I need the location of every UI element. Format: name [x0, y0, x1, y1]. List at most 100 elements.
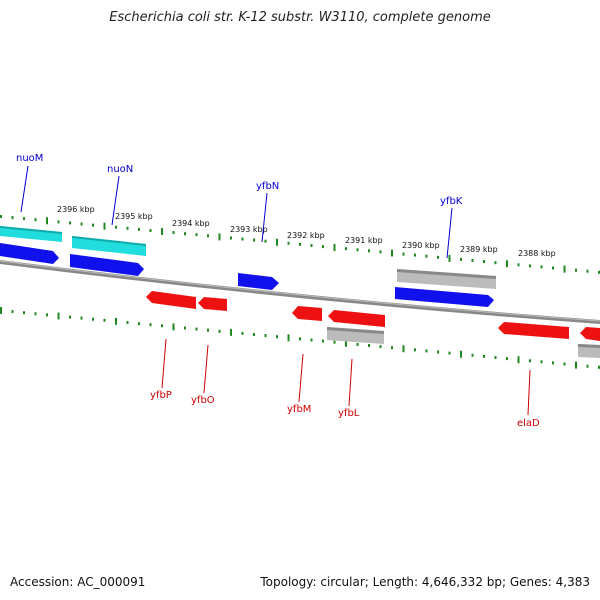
label-leader-line	[261, 192, 268, 243]
gene-feature-nuoN-cyan[interactable]	[72, 236, 146, 256]
scale-minor-tick	[138, 322, 140, 326]
scale-minor-tick	[391, 346, 393, 350]
scale-minor-tick	[414, 348, 416, 352]
scale-major-tick	[517, 356, 520, 364]
scale-minor-tick	[207, 234, 209, 238]
scale-minor-tick	[126, 321, 129, 324]
scale-minor-tick	[575, 268, 577, 272]
gene-label-yfbL[interactable]: yfbL	[338, 408, 360, 419]
scale-minor-tick	[241, 331, 244, 335]
gene-feature-elaD[interactable]	[498, 322, 569, 339]
scale-major-tick	[161, 228, 163, 235]
scale-minor-tick	[253, 333, 255, 336]
gene-label-yfbK[interactable]: yfbK	[440, 196, 463, 207]
scale-major-tick	[218, 233, 221, 241]
scale-minor-tick	[425, 254, 428, 258]
scale-minor-tick	[230, 236, 232, 240]
scale-minor-tick	[264, 334, 267, 338]
scale-major-tick	[46, 217, 48, 225]
scale-major-tick	[276, 238, 278, 246]
scale-major-tick	[448, 254, 451, 262]
scale-minor-tick	[149, 323, 152, 327]
scale-minor-tick	[540, 360, 543, 364]
scale-minor-tick	[218, 329, 221, 333]
scale-minor-tick	[69, 221, 71, 225]
gene-feature-yfbL-gray[interactable]	[327, 327, 384, 344]
scale-minor-tick	[34, 312, 37, 316]
map-title: Escherichia coli str. K-12 substr. W3110…	[109, 10, 491, 25]
scale-minor-tick	[46, 313, 48, 317]
scale-major-tick	[57, 312, 60, 320]
gene-feature-edge-gray[interactable]	[578, 344, 600, 358]
scale-minor-tick	[586, 364, 589, 368]
label-leader-line	[203, 344, 209, 394]
gene-label-nuoN[interactable]: nuoN	[107, 164, 133, 175]
gene-feature-nuoN[interactable]	[70, 254, 144, 276]
scale-major-tick	[287, 334, 290, 342]
scale-major-tick	[345, 339, 347, 347]
accession-label: Accession: AC_000091	[10, 575, 146, 589]
gene-feature-yfbP[interactable]	[146, 291, 196, 309]
gene-feature-yfbM[interactable]	[292, 306, 322, 321]
scale-minor-tick	[149, 229, 152, 232]
gene-label-yfbM[interactable]: yfbM	[287, 404, 311, 415]
scale-major-tick	[333, 244, 336, 252]
scale-tick-label: 2395 kbp	[115, 212, 153, 221]
scale-minor-tick	[253, 238, 255, 242]
scale-minor-tick	[310, 338, 313, 342]
scale-minor-tick	[195, 327, 198, 331]
scale-minor-tick	[552, 361, 554, 365]
scale-minor-tick	[161, 324, 163, 328]
scale-major-tick	[506, 260, 508, 268]
scale-minor-tick	[368, 344, 370, 347]
gene-feature-yfbK-gray[interactable]	[397, 269, 496, 289]
scale-minor-tick	[184, 326, 186, 330]
scale-minor-tick	[126, 226, 129, 230]
scale-minor-tick	[92, 223, 94, 227]
scale-major-tick	[575, 361, 577, 369]
scale-tick-label: 2390 kbp	[402, 241, 440, 250]
scale-minor-tick	[494, 261, 497, 265]
gene-feature-yfbL[interactable]	[328, 310, 385, 327]
scale-minor-tick	[241, 237, 244, 241]
gene-feature-yfbK[interactable]	[395, 287, 494, 307]
gene-label-yfbO[interactable]: yfbO	[191, 395, 215, 406]
scale-minor-tick	[345, 247, 347, 251]
gene-feature-nuoM-cyan[interactable]	[0, 226, 62, 242]
gene-label-nuoM[interactable]: nuoM	[16, 153, 43, 164]
scale-minor-tick	[310, 244, 313, 247]
scale-minor-tick	[598, 365, 600, 369]
gene-label-yfbP[interactable]: yfbP	[150, 390, 172, 401]
scale-minor-tick	[540, 265, 543, 269]
scale-minor-tick	[471, 259, 474, 262]
scale-minor-tick	[80, 222, 83, 226]
scale-minor-tick	[368, 249, 370, 253]
scale-minor-tick	[299, 337, 301, 341]
gene-feature-nuoM[interactable]	[0, 243, 59, 264]
scale-minor-tick	[356, 342, 359, 346]
gene-label-elaD[interactable]: elaD	[517, 418, 540, 429]
scale-minor-tick	[287, 241, 290, 245]
scale-minor-tick	[115, 225, 117, 229]
scale-minor-tick	[586, 269, 589, 273]
scale-tick-label: 2396 kbp	[57, 205, 95, 214]
scale-minor-tick	[11, 216, 14, 220]
scale-tick-label: 2394 kbp	[172, 219, 210, 228]
scale-minor-tick	[437, 255, 439, 259]
scale-tick-label: 2389 kbp	[460, 245, 498, 254]
scale-minor-tick	[529, 264, 531, 268]
gene-label-yfbN[interactable]: yfbN	[256, 181, 279, 192]
label-leader-line	[298, 353, 304, 403]
genome-summary-label: Topology: circular; Length: 4,646,332 bp…	[260, 575, 590, 589]
scale-minor-tick	[379, 345, 382, 349]
scale-minor-tick	[483, 260, 485, 264]
scale-minor-tick	[402, 252, 405, 256]
gene-feature-yfbO[interactable]	[198, 297, 227, 311]
gene-feature-edge-red[interactable]	[580, 327, 600, 341]
scale-minor-tick	[598, 270, 600, 274]
scale-minor-tick	[138, 227, 140, 231]
scale-tick-label: 2388 kbp	[518, 249, 556, 258]
scale-minor-tick	[356, 248, 359, 252]
scale-major-tick	[402, 345, 405, 353]
gene-feature-yfbN[interactable]	[238, 273, 279, 290]
